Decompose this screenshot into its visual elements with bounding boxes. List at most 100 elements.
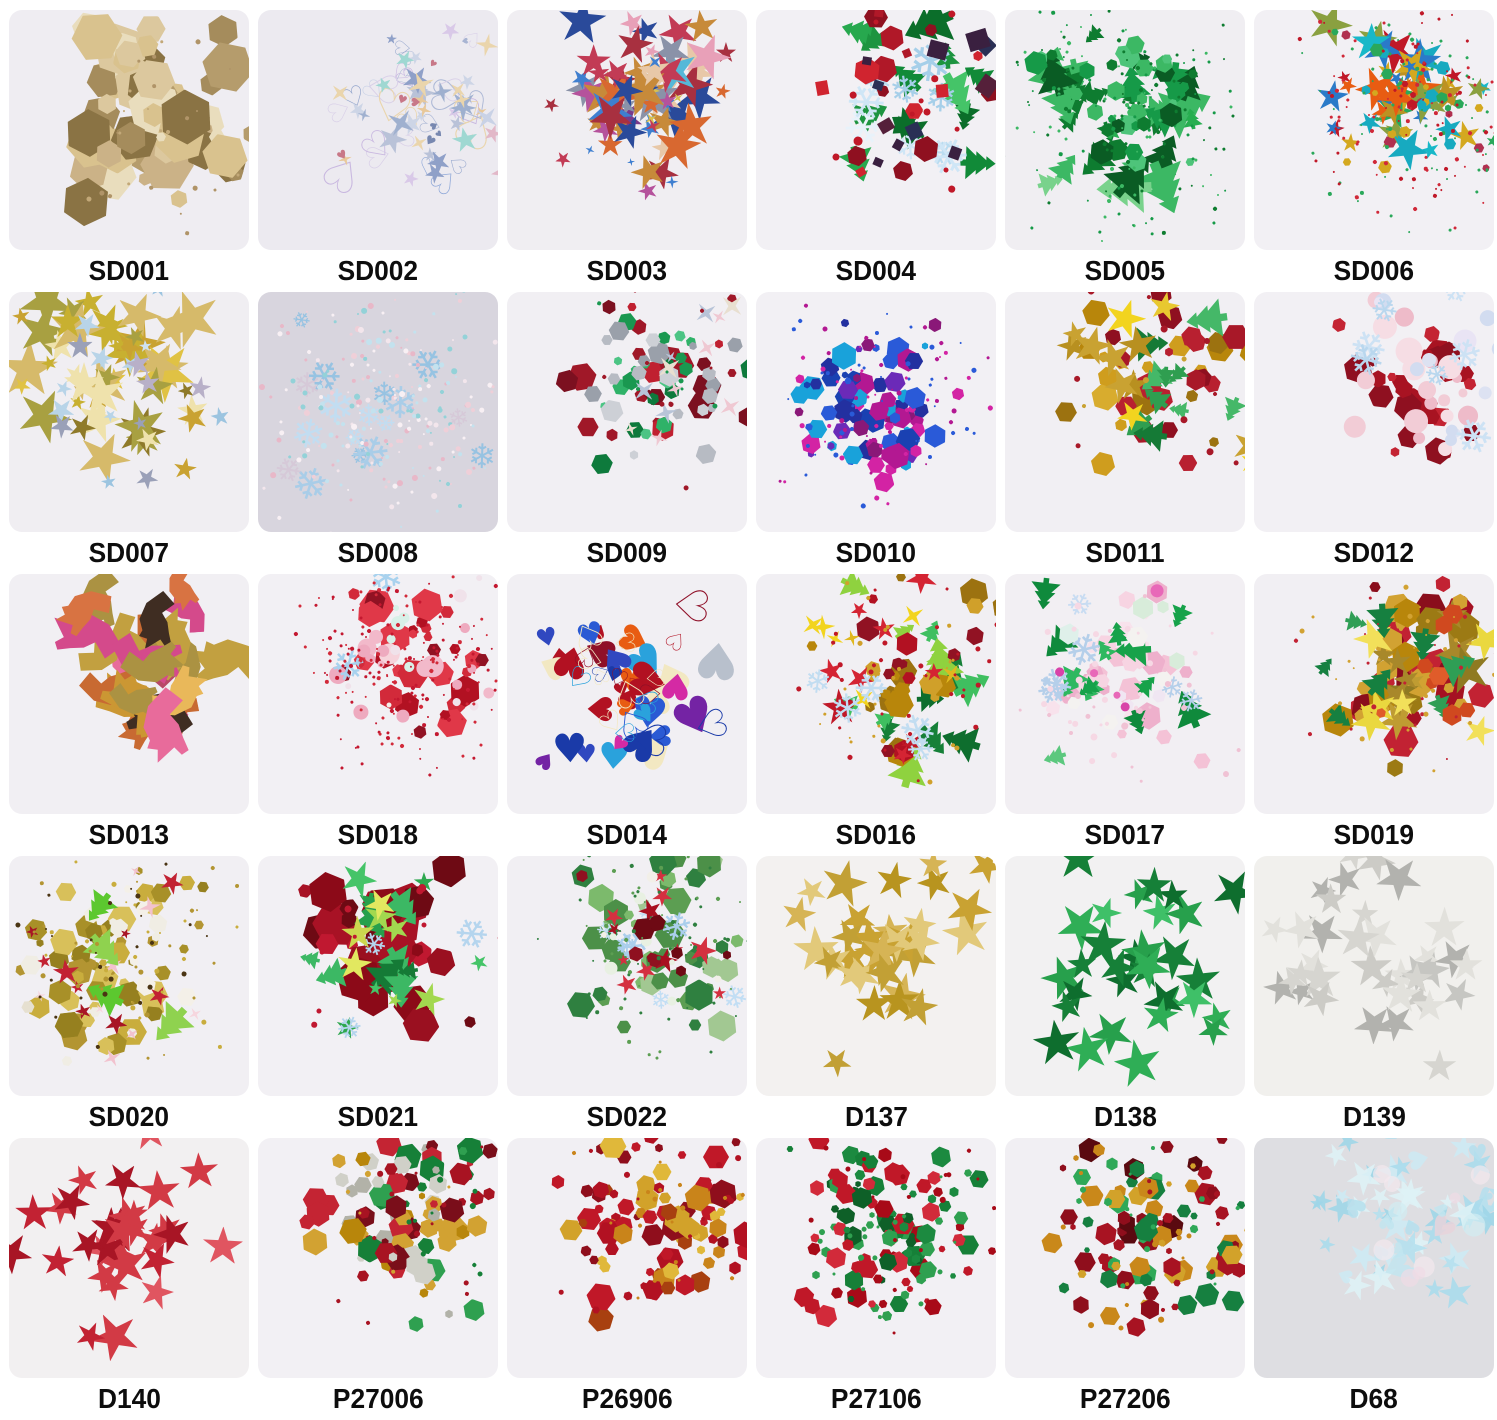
dot-glitter-shape bbox=[355, 398, 364, 407]
snow-glitter-shape: ❄ bbox=[801, 659, 834, 701]
star-glitter-shape bbox=[1224, 422, 1245, 471]
hex-glitter-shape bbox=[698, 363, 719, 384]
hex-glitter-shape bbox=[1080, 1213, 1097, 1230]
dot-glitter-shape bbox=[138, 1016, 142, 1020]
hex-glitter-shape bbox=[1172, 1278, 1182, 1288]
dot-glitter-shape bbox=[960, 694, 966, 699]
heart-glitter-shape: ♥ bbox=[611, 677, 634, 703]
star-glitter-shape bbox=[1347, 856, 1401, 886]
hex-glitter-shape bbox=[1363, 378, 1399, 414]
star-glitter-shape bbox=[1315, 1232, 1338, 1255]
dot-glitter-shape bbox=[1396, 38, 1400, 41]
hex-glitter-shape bbox=[108, 905, 137, 934]
dot-glitter-shape bbox=[1359, 123, 1363, 127]
hex-glitter-shape bbox=[364, 1234, 374, 1244]
hex-glitter-shape bbox=[397, 1206, 417, 1226]
star-glitter-shape bbox=[401, 168, 421, 188]
dot-glitter-shape bbox=[474, 574, 483, 582]
dot-glitter-shape bbox=[901, 1213, 907, 1219]
swatch-tile: ❄ ❄ ❄ SD021 bbox=[258, 856, 498, 1138]
dot-glitter-shape bbox=[414, 400, 419, 405]
hex-glitter-shape bbox=[1098, 683, 1111, 696]
hex-glitter-shape bbox=[863, 659, 883, 679]
dot-glitter-shape bbox=[1125, 1207, 1130, 1212]
hex-glitter-shape bbox=[64, 147, 112, 195]
star-glitter-shape bbox=[874, 917, 924, 967]
hex-glitter-shape bbox=[735, 351, 747, 386]
hex-glitter-shape bbox=[1392, 661, 1410, 679]
hex-glitter-shape bbox=[127, 958, 136, 967]
star-glitter-shape bbox=[1373, 856, 1428, 906]
hex-glitter-shape bbox=[950, 1273, 956, 1279]
dot-glitter-shape bbox=[877, 1315, 883, 1320]
hex-glitter-shape bbox=[1480, 162, 1491, 173]
hex-glitter-shape bbox=[909, 1252, 922, 1265]
star-glitter-shape bbox=[1396, 28, 1454, 86]
uni-glitter-shape bbox=[179, 615, 249, 708]
spark-glitter-shape bbox=[670, 90, 686, 106]
dot-glitter-shape bbox=[1475, 148, 1479, 152]
hex-glitter-shape bbox=[825, 439, 839, 453]
tree-glitter-shape bbox=[311, 953, 356, 998]
hex-glitter-shape bbox=[875, 1209, 897, 1231]
hex-glitter-shape bbox=[1362, 680, 1401, 719]
dot-glitter-shape bbox=[410, 732, 413, 736]
spark-glitter-shape bbox=[841, 628, 861, 648]
dot-glitter-shape bbox=[871, 1254, 878, 1261]
tree-glitter-shape bbox=[941, 657, 996, 715]
dot-glitter-shape bbox=[158, 931, 162, 934]
hex-glitter-shape bbox=[878, 1276, 886, 1284]
dot-glitter-shape bbox=[1125, 58, 1129, 61]
hex-glitter-shape bbox=[703, 1176, 713, 1186]
hex-glitter-shape bbox=[922, 1295, 945, 1318]
hex-glitter-shape bbox=[410, 942, 426, 958]
dot-glitter-shape bbox=[1208, 125, 1213, 131]
hex-glitter-shape bbox=[437, 1210, 475, 1248]
dot-glitter-shape bbox=[1407, 725, 1411, 728]
star-glitter-shape bbox=[947, 884, 996, 933]
hearto-glitter-shape: ♡ bbox=[444, 96, 498, 163]
dot-glitter-shape bbox=[1022, 49, 1028, 55]
dot-glitter-shape bbox=[412, 1217, 419, 1224]
dot-glitter-shape bbox=[725, 937, 731, 942]
hex-glitter-shape bbox=[132, 31, 162, 61]
sq-glitter-shape bbox=[974, 35, 996, 57]
dot-glitter-shape bbox=[667, 957, 677, 967]
dot-glitter-shape bbox=[31, 929, 36, 934]
dot-glitter-shape bbox=[389, 686, 392, 690]
dot-glitter-shape bbox=[686, 856, 689, 859]
dot-glitter-shape bbox=[1432, 193, 1438, 199]
dot-glitter-shape bbox=[1431, 108, 1435, 112]
dot-glitter-shape bbox=[952, 1239, 958, 1244]
dot-glitter-shape bbox=[1453, 136, 1457, 140]
dot-glitter-shape bbox=[344, 643, 348, 647]
dot-glitter-shape bbox=[825, 350, 832, 357]
star-glitter-shape bbox=[589, 96, 633, 140]
dot-glitter-shape bbox=[1147, 134, 1153, 139]
hex-glitter-shape bbox=[638, 426, 654, 442]
hearto-glitter-shape: ♡ bbox=[422, 73, 478, 119]
dot-glitter-shape bbox=[372, 674, 376, 679]
star-glitter-shape bbox=[1358, 1255, 1407, 1304]
spark-glitter-shape bbox=[472, 103, 490, 121]
hex-glitter-shape bbox=[907, 419, 928, 440]
hex-glitter-shape bbox=[1355, 368, 1371, 384]
tree-glitter-shape bbox=[829, 686, 865, 722]
heart-glitter-shape: ♥ bbox=[425, 58, 439, 72]
hex-glitter-shape bbox=[614, 1017, 634, 1037]
dot-glitter-shape bbox=[412, 657, 415, 660]
dot-glitter-shape bbox=[472, 701, 477, 706]
star-glitter-shape bbox=[635, 895, 664, 924]
hex-glitter-shape bbox=[846, 386, 872, 412]
hex-glitter-shape bbox=[1191, 361, 1211, 381]
dot-glitter-shape bbox=[94, 941, 100, 947]
dot-glitter-shape bbox=[375, 651, 381, 656]
dot-glitter-shape bbox=[1307, 731, 1313, 737]
hex-glitter-shape bbox=[148, 879, 175, 906]
dot-glitter-shape bbox=[1213, 1282, 1217, 1286]
hex-glitter-shape bbox=[387, 972, 407, 992]
hex-glitter-shape bbox=[639, 1281, 650, 1292]
snow-glitter-shape: ❄ bbox=[370, 412, 400, 435]
star-glitter-shape bbox=[686, 935, 720, 969]
dot-glitter-shape bbox=[365, 374, 371, 380]
